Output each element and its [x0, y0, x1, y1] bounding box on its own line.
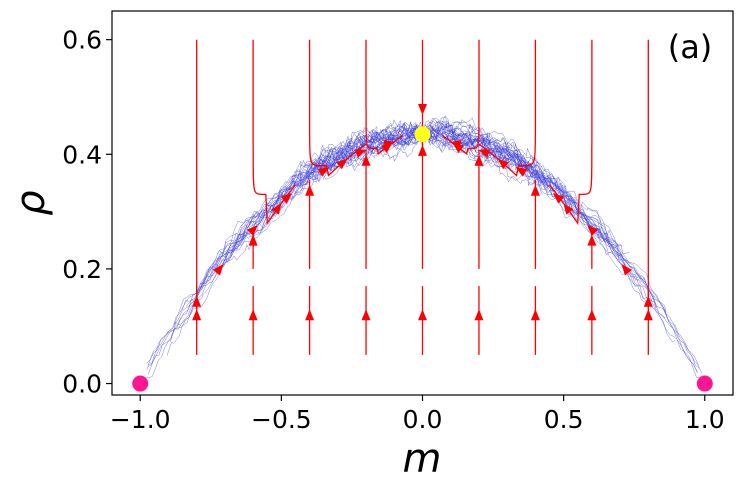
flow-arrow — [418, 104, 427, 116]
flow-line-from-top — [478, 39, 537, 177]
trajectory-path — [146, 239, 240, 379]
flow-arrow — [530, 309, 540, 321]
flow-arrow — [497, 158, 509, 170]
trajectory-path — [201, 124, 422, 291]
flow-arrow — [530, 184, 540, 196]
fixed-point-interior-stable — [414, 126, 431, 143]
fixed-point-absorbing-right — [696, 375, 713, 392]
fixed-points — [132, 126, 713, 392]
flow-arrow — [305, 309, 315, 321]
y-tick-label: 0.6 — [62, 26, 102, 55]
fixed-point-absorbing-left — [132, 375, 149, 392]
trajectory-path — [422, 117, 641, 288]
y-tick-label: 0.0 — [62, 370, 102, 399]
flow-arrow — [246, 224, 258, 236]
trajectory-path — [318, 124, 422, 172]
flow-arrow — [361, 309, 371, 321]
flow-arrow — [563, 203, 574, 215]
y-tick-label: 0.2 — [62, 255, 102, 284]
flow-arrow — [474, 154, 484, 166]
flow-arrow — [643, 309, 653, 321]
plot-area — [132, 39, 713, 392]
flow-arrow — [361, 154, 371, 166]
flow-arrow — [587, 224, 599, 236]
flow-line-from-top — [308, 39, 367, 177]
trajectory-path — [422, 126, 666, 319]
flow-arrow — [248, 234, 258, 246]
trajectory-path — [241, 123, 422, 238]
trajectory-path — [182, 133, 423, 311]
x-tick-label: 0.5 — [544, 405, 584, 434]
trajectory-path — [293, 132, 422, 180]
flow-arrow — [336, 158, 348, 170]
x-tick-label: 0.0 — [403, 405, 443, 434]
flow-arrow — [643, 295, 653, 307]
flow-arrow — [280, 193, 293, 204]
x-tick-label: 1.0 — [685, 405, 725, 434]
trajectory-path — [147, 216, 256, 375]
flow-arrow — [383, 139, 396, 149]
flow-arrow — [478, 149, 491, 158]
flow-arrow — [474, 309, 484, 321]
flow-arrow — [552, 193, 565, 204]
flow-arrow — [418, 144, 427, 156]
trajectory-path — [148, 230, 248, 366]
flow-arrow — [449, 139, 462, 149]
trajectory-path — [302, 126, 423, 168]
flow-arrow — [317, 167, 330, 177]
flow-arrow — [248, 309, 258, 321]
x-tick-label: −1.0 — [110, 405, 171, 434]
trajectory-path — [166, 125, 424, 356]
flow-line-from-top — [252, 39, 297, 226]
y-axis-ticks: 0.0 0.2 0.4 0.6 — [62, 26, 112, 399]
flow-arrow — [621, 264, 632, 276]
flow-arrow — [354, 149, 367, 158]
trajectory-path — [581, 215, 701, 379]
flow-arrow — [305, 184, 315, 196]
flow-line-from-top — [548, 39, 593, 226]
flow-arrows — [192, 104, 653, 321]
flow-arrow — [213, 264, 224, 276]
flow-arrow — [418, 309, 427, 321]
trajectory-path — [423, 117, 600, 227]
trajectory-path — [420, 127, 676, 342]
trajectory-path — [421, 128, 580, 215]
x-axis-title: m — [403, 436, 442, 482]
flow-arrow — [271, 203, 282, 215]
trajectory-path — [422, 122, 557, 192]
flow-arrow — [192, 295, 202, 307]
flow-arrow — [515, 167, 528, 177]
flow-arrow — [192, 309, 202, 321]
x-tick-label: −0.5 — [251, 405, 312, 434]
panel-label: (a) — [668, 28, 713, 66]
y-tick-label: 0.4 — [62, 140, 102, 169]
flow-arrow — [587, 234, 597, 246]
trajectory-path — [577, 212, 698, 373]
x-axis-ticks: −1.0 −0.5 0.0 0.5 1.0 — [110, 395, 725, 434]
trajectory-path — [578, 212, 698, 374]
flow-arrow — [587, 309, 597, 321]
trajectory-path — [578, 212, 700, 369]
y-axis-title: ρ — [8, 190, 54, 215]
